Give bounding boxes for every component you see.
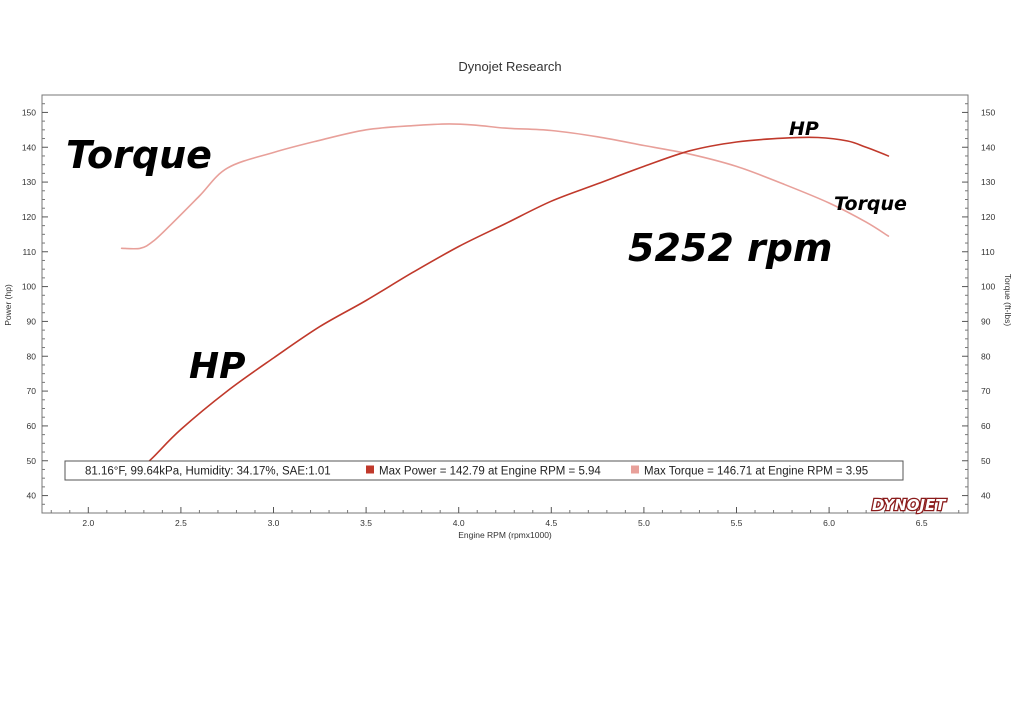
y-tick-right-label: 40 [981, 491, 991, 501]
power-series-line [133, 136, 890, 476]
x-tick-label: 3.0 [268, 518, 280, 528]
dynojet-logo-text: DYNOJET [872, 496, 947, 514]
y-tick-left-label: 140 [22, 142, 36, 152]
torque-series-line [120, 123, 890, 250]
y-tick-left-label: 100 [22, 282, 36, 292]
chart-title: Dynojet Research [458, 59, 561, 74]
y-tick-left-label: 40 [27, 491, 37, 501]
y-tick-left-label: 50 [27, 456, 37, 466]
y-tick-right-label: 120 [981, 212, 995, 222]
plot-frame [41, 94, 969, 514]
y-tick-left-label: 90 [27, 316, 37, 326]
y-tick-right-label: 110 [981, 247, 995, 257]
x-tick-label: 6.5 [916, 518, 928, 528]
y-tick-left-label: 150 [22, 107, 36, 117]
legend-box: 81.16°F, 99.64kPa, Humidity: 34.17%, SAE… [64, 460, 904, 481]
legend-power-entry: Max Power = 142.79 at Engine RPM = 5.94 [379, 466, 601, 478]
y-tick-right-label: 60 [981, 421, 991, 431]
y-axis-left-label: Power (hp) [3, 284, 13, 326]
y-tick-right-label: 90 [981, 316, 991, 326]
legend-torque-swatch [631, 465, 639, 474]
y-tick-left-label: 120 [22, 212, 36, 222]
y-tick-left-label: 80 [27, 351, 37, 361]
y-tick-right-label: 130 [981, 177, 995, 187]
x-tick-label: 2.0 [82, 518, 94, 528]
x-tick-label: 4.5 [545, 518, 557, 528]
y-tick-left-label: 130 [22, 177, 36, 187]
hp-annotation: HP [189, 346, 246, 387]
x-tick-label: 5.0 [638, 518, 650, 528]
dynojet-logo: DYNOJET [871, 495, 949, 516]
torque-annotation-small: Torque [834, 193, 907, 215]
x-tick-label: 6.0 [823, 518, 835, 528]
x-axis-label: Engine RPM (rpmx1000) [458, 530, 552, 540]
x-axis: 2.0 2.5 3.0 3.5 4.0 4.5 5.0 5.5 6.0 6.5 [50, 507, 960, 528]
series-layer [120, 123, 890, 476]
y-axis-right: 40 50 60 70 80 90 100 110 120 130 140 150 [962, 103, 995, 505]
y-axis-right-label: Torque (ft-lbs) [1003, 274, 1013, 327]
x-tick-label: 3.5 [360, 518, 372, 528]
legend-conditions: 81.16°F, 99.64kPa, Humidity: 34.17%, SAE… [85, 466, 331, 478]
y-tick-left-label: 110 [22, 247, 36, 257]
y-tick-left-label: 60 [27, 421, 37, 431]
legend-power-swatch [366, 465, 374, 474]
x-tick-label: 5.5 [731, 518, 743, 528]
y-tick-right-label: 150 [981, 107, 995, 117]
y-tick-right-label: 80 [981, 351, 991, 361]
hp-annotation-small: HP [789, 118, 819, 140]
rpm-annotation: 5252 rpm [628, 226, 833, 270]
x-tick-label: 2.5 [175, 518, 187, 528]
legend-torque-entry: Max Torque = 146.71 at Engine RPM = 3.95 [644, 466, 868, 478]
y-tick-right-label: 50 [981, 456, 991, 466]
y-tick-right-label: 140 [981, 142, 995, 152]
y-tick-right-label: 70 [981, 386, 991, 396]
torque-annotation: Torque [66, 133, 212, 177]
y-axis-left: 40 50 60 70 80 90 100 110 120 130 140 150 [22, 103, 48, 505]
y-tick-right-label: 100 [981, 282, 995, 292]
x-tick-label: 4.0 [453, 518, 465, 528]
y-tick-left-label: 70 [27, 386, 37, 396]
